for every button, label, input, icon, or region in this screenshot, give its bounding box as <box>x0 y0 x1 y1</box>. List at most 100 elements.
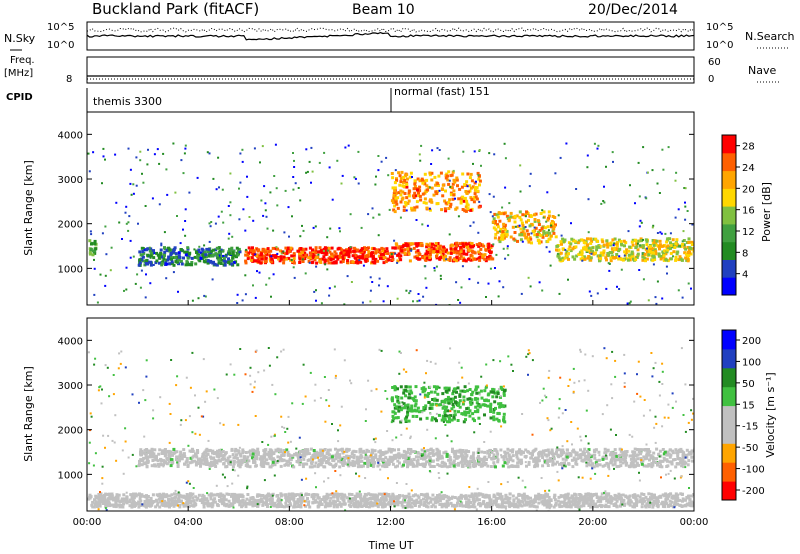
data-cell <box>400 500 404 504</box>
data-cell <box>434 402 438 406</box>
data-cell <box>136 273 139 276</box>
data-cell <box>259 253 263 257</box>
data-cell <box>691 223 694 226</box>
data-cell <box>206 261 210 265</box>
data-cell <box>191 448 195 452</box>
data-cell <box>676 462 680 466</box>
data-cell <box>164 451 168 455</box>
data-cell <box>453 496 457 499</box>
data-cell <box>595 462 599 466</box>
data-cell <box>451 243 455 247</box>
data-cell <box>492 195 495 198</box>
data-cell <box>524 226 527 228</box>
data-cell <box>206 449 210 453</box>
data-cell <box>265 283 268 286</box>
data-cell <box>424 201 428 205</box>
data-cell <box>536 459 540 463</box>
data-cell <box>252 253 256 257</box>
data-cell <box>143 263 147 267</box>
data-cell <box>167 247 171 251</box>
data-cell <box>563 498 567 501</box>
data-cell <box>224 451 228 455</box>
data-cell <box>127 221 130 224</box>
data-cell <box>406 410 410 414</box>
data-cell <box>420 144 423 147</box>
data-cell <box>238 187 240 190</box>
data-cell <box>137 222 139 225</box>
data-cell <box>464 209 468 213</box>
data-cell <box>182 256 185 260</box>
data-cell <box>491 220 495 224</box>
data-cell <box>395 405 399 409</box>
data-cell <box>433 175 437 179</box>
data-cell <box>198 458 202 462</box>
data-cell <box>552 495 556 499</box>
data-cell <box>352 461 356 465</box>
data-cell <box>298 463 302 467</box>
data-cell <box>634 459 638 463</box>
data-cell <box>674 255 678 259</box>
data-cell <box>357 493 361 497</box>
data-cell <box>447 170 451 174</box>
ytick-label: 2000 <box>58 220 83 231</box>
data-cell <box>620 457 624 461</box>
data-cell <box>448 456 452 459</box>
data-cell <box>487 247 490 251</box>
data-cell <box>219 262 223 265</box>
data-cell <box>219 256 222 260</box>
data-cell <box>146 253 150 257</box>
data-cell <box>138 462 141 466</box>
data-cell <box>88 170 91 173</box>
data-cell <box>299 199 302 202</box>
data-cell <box>231 453 235 457</box>
data-cell <box>270 260 273 264</box>
data-cell <box>346 275 349 278</box>
data-cell <box>146 163 149 166</box>
data-cell <box>363 258 367 262</box>
data-cell <box>93 293 96 296</box>
data-cell <box>416 300 419 303</box>
data-cell <box>488 448 492 452</box>
data-cell <box>464 418 467 422</box>
data-cell <box>456 419 460 422</box>
data-cell <box>586 454 590 458</box>
data-cell <box>534 505 538 509</box>
data-cell <box>278 259 282 263</box>
data-cell <box>160 244 163 247</box>
data-cell <box>357 150 360 153</box>
data-cell <box>362 264 365 267</box>
data-cell <box>301 258 304 261</box>
data-cell <box>248 216 251 218</box>
data-cell <box>505 457 509 461</box>
data-cell <box>562 247 565 251</box>
data-cell <box>310 460 314 464</box>
data-cell <box>397 405 401 409</box>
data-cell <box>647 450 650 454</box>
data-cell <box>415 415 419 418</box>
data-cell <box>645 239 649 243</box>
data-cell <box>177 251 181 255</box>
data-cell <box>605 165 607 168</box>
data-cell <box>648 458 651 462</box>
data-cell <box>506 247 509 250</box>
data-cell <box>186 246 190 250</box>
data-cell <box>340 248 344 252</box>
data-cell <box>176 463 180 467</box>
data-cell <box>231 235 234 238</box>
data-cell <box>652 255 656 259</box>
data-cell <box>642 146 645 149</box>
data-cell <box>307 493 310 496</box>
data-cell <box>318 459 321 463</box>
data-cell <box>408 396 412 400</box>
data-cell <box>418 194 422 198</box>
data-cell <box>418 257 422 261</box>
data-cell <box>466 397 470 401</box>
data-cell <box>486 404 490 408</box>
data-cell <box>395 202 399 206</box>
data-cell <box>445 414 449 418</box>
data-cell <box>236 293 239 296</box>
data-cell <box>583 245 587 249</box>
data-cell <box>455 504 459 508</box>
data-cell <box>372 247 376 251</box>
data-cell <box>672 250 676 254</box>
